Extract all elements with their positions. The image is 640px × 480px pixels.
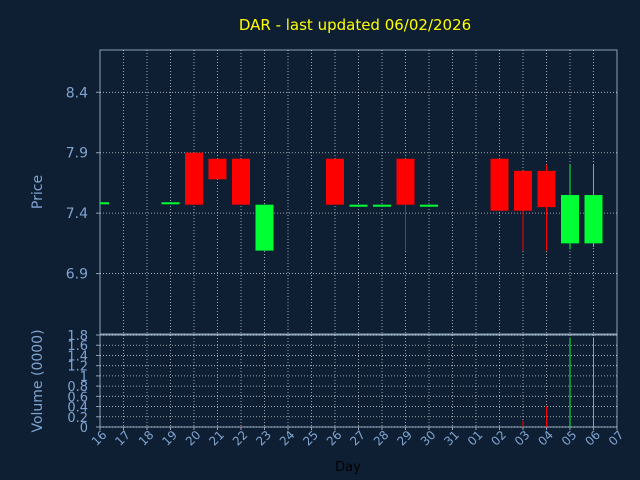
candle-body	[349, 204, 368, 207]
volume-tick-label: 1.8	[67, 329, 88, 344]
price-tick-label: 7.4	[66, 206, 88, 222]
price-tick-label: 8.4	[66, 85, 88, 101]
chart-title: DAR - last updated 06/02/2026	[239, 16, 471, 34]
x-tick-label: 05	[559, 428, 580, 449]
x-tick-label: 06	[582, 428, 603, 449]
x-tick-label: 27	[347, 428, 368, 449]
x-tick-label: 23	[253, 428, 274, 449]
candle-body	[584, 195, 603, 244]
candle-body	[208, 158, 227, 180]
volume-tick-label: 1.4	[67, 349, 88, 364]
x-tick-label: 21	[206, 428, 227, 449]
volume-tick-label: 0	[80, 421, 88, 436]
price-y-ticks: 6.9 7.4 7.9 8.4	[66, 85, 88, 282]
volume-y-ticks: 00.20.40.60.811.21.41.61.8	[67, 329, 88, 436]
volume-axis-label: Volume (0000)	[30, 329, 46, 432]
volume-bars	[240, 337, 594, 427]
x-tick-label: 16	[89, 428, 110, 449]
candles	[100, 152, 603, 251]
candle-body	[100, 202, 109, 205]
x-tick-label: 01	[465, 428, 486, 449]
candle-body	[232, 158, 250, 205]
x-tick-label: 28	[371, 428, 392, 449]
candle-body	[185, 152, 203, 205]
x-tick-label: 29	[394, 428, 415, 449]
candle-body	[514, 170, 532, 211]
x-tick-label: 17	[112, 428, 133, 449]
x-tick-label: 24	[277, 428, 298, 449]
volume-tick-label: 0.4	[67, 401, 88, 416]
x-tick-label: 18	[136, 428, 157, 449]
candle-body	[326, 158, 344, 205]
x-tick-label: 02	[488, 428, 509, 449]
x-tick-label: 07	[606, 428, 627, 449]
volume-tick-label: 0.6	[67, 390, 88, 405]
volume-tick-label: 1.6	[67, 339, 88, 354]
candle-body	[396, 158, 415, 205]
x-tick-label: 20	[183, 428, 204, 449]
candle-body	[255, 204, 274, 251]
volume-tick-label: 0.8	[67, 380, 88, 395]
volume-tick-label: 0.2	[67, 411, 88, 426]
x-tick-label: 04	[535, 428, 556, 449]
x-tick-label: 26	[324, 428, 345, 449]
price-tick-label: 6.9	[66, 267, 88, 283]
candle-body	[373, 204, 391, 207]
x-axis-label: Day	[335, 460, 361, 475]
y-axis-label: Price	[30, 175, 46, 209]
candle-body	[420, 204, 438, 207]
x-tick-label: 22	[230, 428, 251, 449]
price-tick-label: 7.9	[66, 146, 88, 162]
x-tick-label: 31	[441, 428, 462, 449]
volume-grid	[96, 334, 618, 428]
volume-tick-label: 1	[80, 370, 88, 385]
x-ticks: 16 17 18 19 20 21 22 23 24 25 26 27 28 29 30 31 01 02 03 04…	[89, 427, 627, 449]
candle-body	[490, 158, 509, 211]
x-tick-label: 25	[300, 428, 321, 449]
x-tick-label: 03	[512, 428, 533, 449]
candle-body	[561, 195, 579, 244]
candle-body	[161, 202, 180, 205]
x-tick-label: 19	[159, 428, 180, 449]
x-tick-label: 30	[418, 428, 439, 449]
candle-body	[537, 170, 556, 208]
volume-tick-label: 1.2	[67, 360, 88, 375]
